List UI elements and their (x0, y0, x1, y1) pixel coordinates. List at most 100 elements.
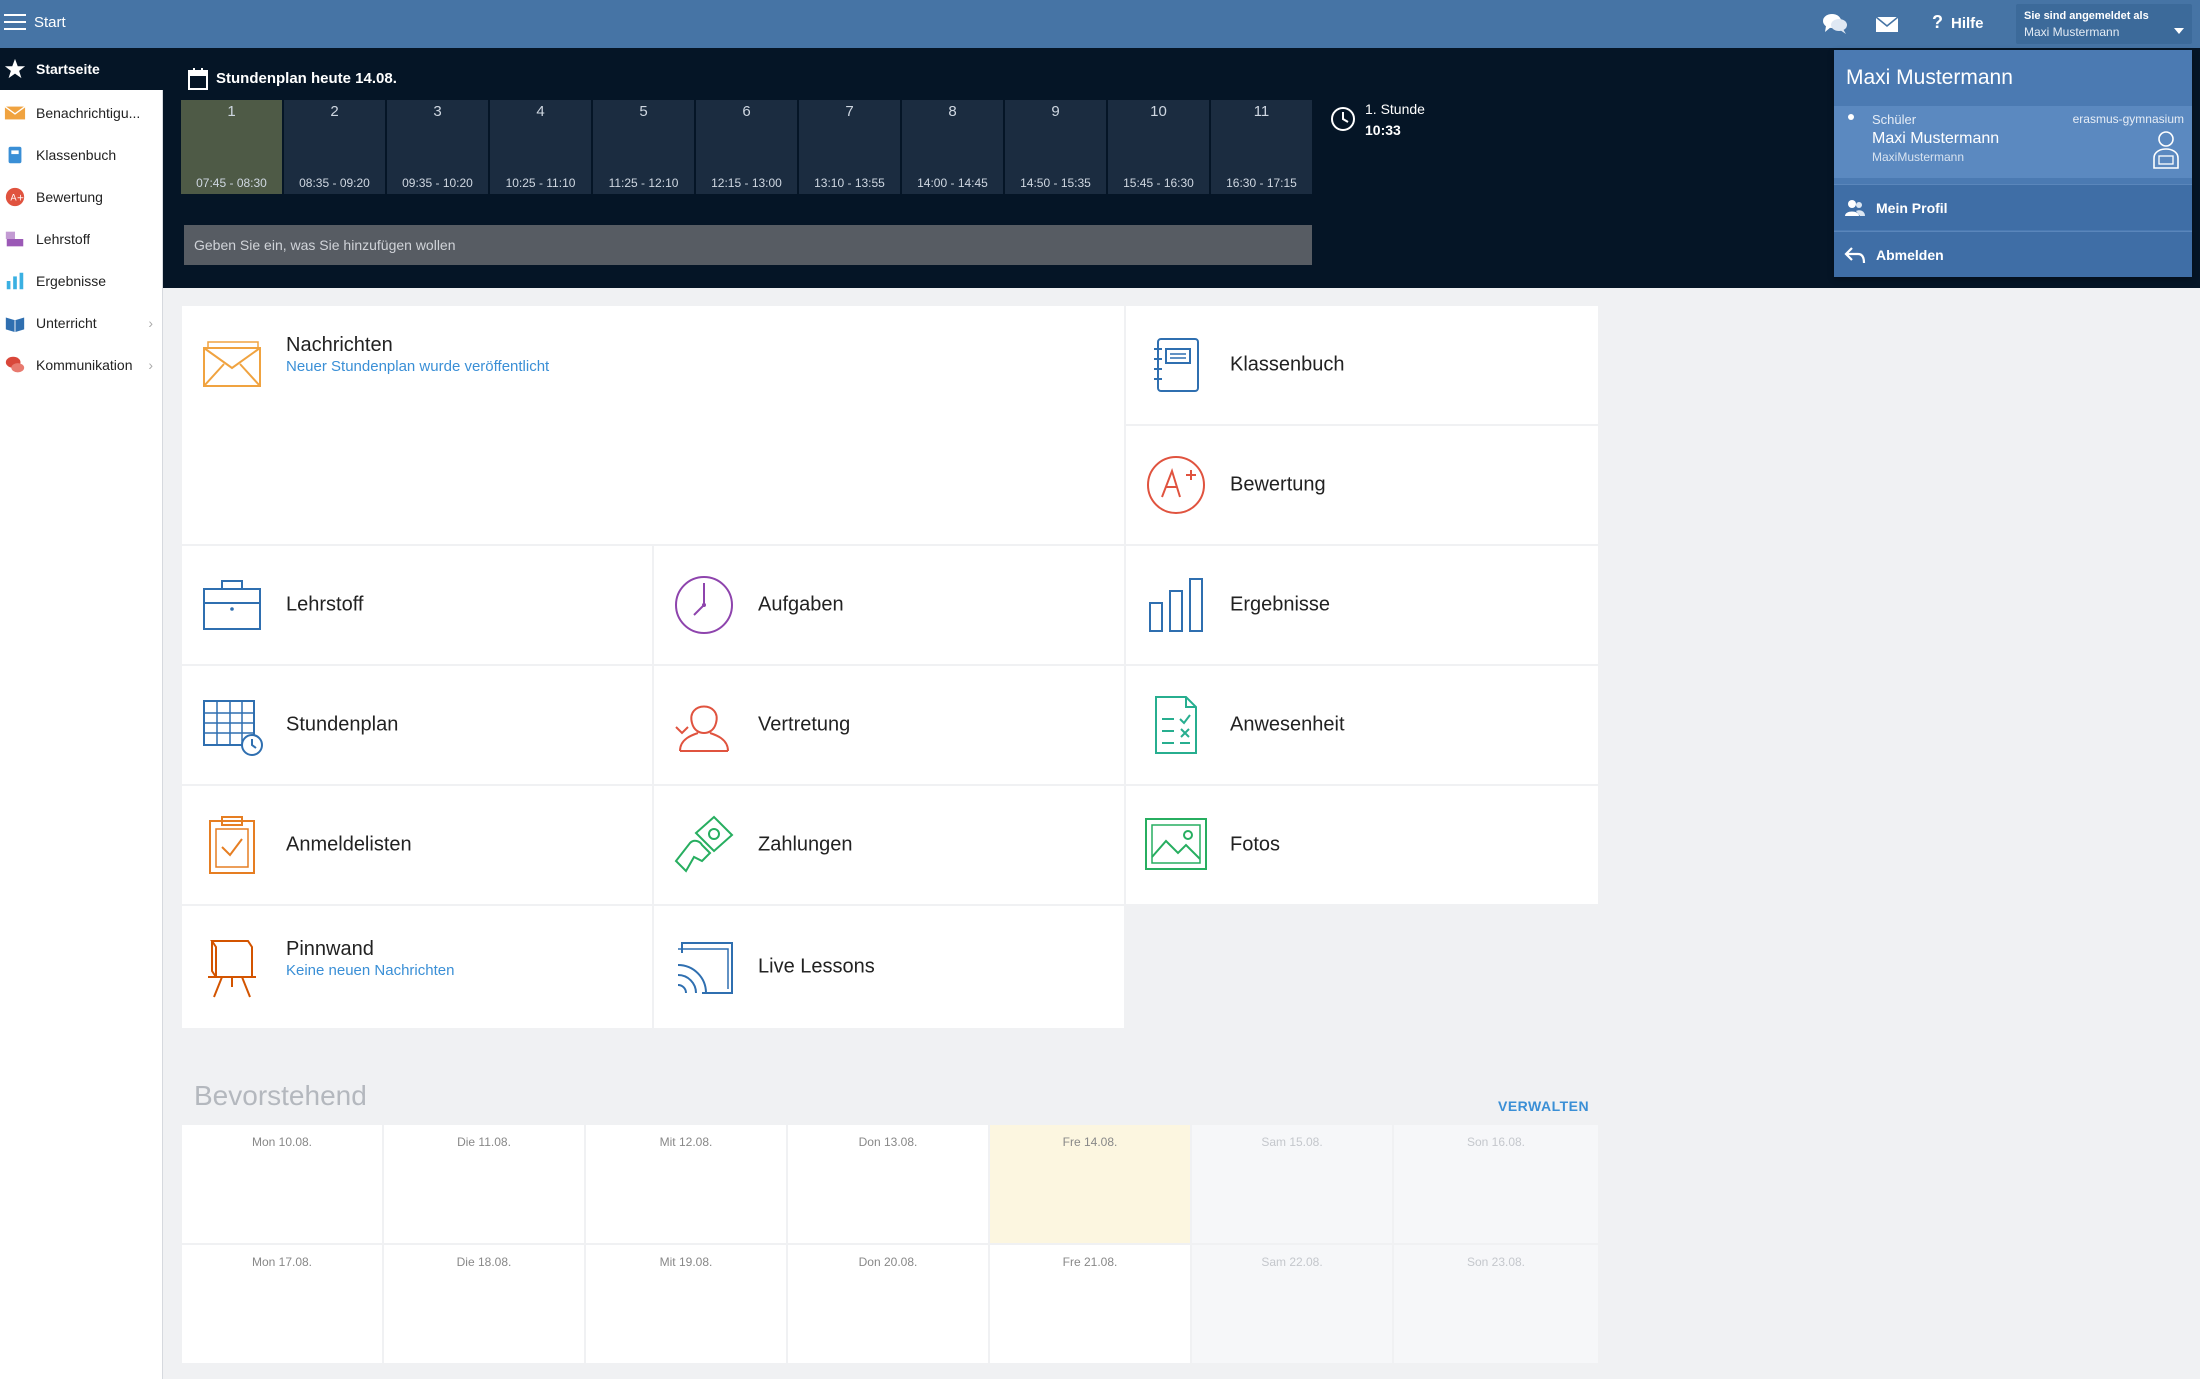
tile-anmeldelisten[interactable]: Anmeldelisten (182, 786, 652, 904)
calendar-icon (188, 68, 208, 90)
account-role: Schüler (1872, 112, 1917, 127)
period-3[interactable]: 3 09:35 - 10:20 (387, 100, 488, 194)
period-number: 7 (845, 103, 854, 120)
sidebar-item-klassenbuch[interactable]: Klassenbuch (0, 134, 163, 176)
sidebar-item-bewertung[interactable]: A+ Bewertung (0, 176, 163, 218)
tile-lehrstoff[interactable]: Lehrstoff (182, 546, 652, 664)
calendar-day[interactable]: Don 13.08. (788, 1125, 988, 1243)
period-7[interactable]: 7 13:10 - 13:55 (799, 100, 900, 194)
tile-klassenbuch[interactable]: Klassenbuch (1126, 306, 1598, 424)
tile-title: Nachrichten (286, 334, 393, 356)
period-time: 10:25 - 11:10 (505, 176, 576, 190)
substitute-person-icon (675, 705, 729, 752)
upcoming-calendar: Mon 10.08. Die 11.08. Mit 12.08. Don 13.… (182, 1125, 1598, 1365)
sidebar-item-unterricht[interactable]: Unterricht › (0, 302, 163, 344)
sidebar-item-label: Klassenbuch (36, 147, 117, 163)
period-time: 13:10 - 13:55 (814, 176, 885, 190)
chat-icon (5, 356, 25, 373)
period-number: 3 (433, 103, 442, 120)
tile-ergebnisse[interactable]: Ergebnisse (1126, 546, 1598, 664)
period-2[interactable]: 2 08:35 - 09:20 (284, 100, 385, 194)
tile-title: Bewertung (1230, 473, 1326, 496)
tile-subtitle: Keine neuen Nachrichten (286, 962, 455, 979)
clipboard-check-icon (209, 816, 255, 874)
period-number: 1 (227, 103, 236, 120)
my-profile-label: Mein Profil (1876, 199, 1948, 216)
period-11[interactable]: 11 16:30 - 17:15 (1211, 100, 1312, 194)
tile-fotos[interactable]: Fotos (1126, 786, 1598, 904)
period-time: 14:50 - 15:35 (1020, 176, 1091, 190)
account-entry[interactable] (1834, 106, 2192, 178)
dashboard-tiles: Nachrichten Neuer Stundenplan wurde verö… (182, 306, 1598, 1028)
sidebar-item-ergebnisse[interactable]: Ergebnisse (0, 260, 163, 302)
tile-vertretung[interactable]: Vertretung (654, 666, 1124, 784)
calendar-day[interactable]: Die 18.08. (384, 1245, 584, 1363)
tile-nachrichten[interactable]: Nachrichten Neuer Stundenplan wurde verö… (182, 306, 1124, 544)
question-icon: ? (1932, 12, 1943, 32)
logout-item[interactable]: Abmelden (1834, 231, 2192, 277)
calendar-day[interactable]: Die 11.08. (384, 1125, 584, 1243)
timetable-heading: Stundenplan heute 14.08. (188, 68, 397, 90)
calendar-day[interactable]: Mit 19.08. (586, 1245, 786, 1363)
calendar-day-weekend[interactable]: Son 16.08. (1394, 1125, 1598, 1243)
period-5[interactable]: 5 11:25 - 12:10 (593, 100, 694, 194)
sidebar-item-startseite[interactable]: Startseite (0, 48, 163, 90)
account-username: MaxiMustermann (1872, 150, 1965, 164)
svg-text:A+: A+ (10, 193, 24, 204)
tile-zahlungen[interactable]: Zahlungen (654, 786, 1124, 904)
calendar-day[interactable]: Fre 21.08. (990, 1245, 1190, 1363)
tile-stundenplan[interactable]: Stundenplan (182, 666, 652, 784)
sidebar-item-label: Unterricht (36, 315, 97, 331)
account-name: Maxi Mustermann (1872, 130, 2000, 147)
sidebar-item-benachrichtigungen[interactable]: Benachrichtigu... (0, 92, 163, 134)
app-title[interactable]: Start (34, 14, 66, 31)
tile-live-lessons[interactable]: Live Lessons (654, 906, 1124, 1028)
calendar-day[interactable]: Mon 17.08. (182, 1245, 382, 1363)
period-time: 11:25 - 12:10 (608, 176, 679, 190)
sidebar-item-label: Ergebnisse (36, 273, 107, 289)
bar-chart-icon (1149, 578, 1203, 632)
sidebar-item-label: Lehrstoff (36, 231, 91, 247)
period-6[interactable]: 6 12:15 - 13:00 (696, 100, 797, 194)
briefcase-icon (203, 580, 261, 630)
period-time: 07:45 - 08:30 (196, 176, 267, 190)
period-1[interactable]: 1 07:45 - 08:30 (181, 100, 282, 194)
user-menu-toggle[interactable]: Sie sind angemeldet als Maxi Mustermann (2016, 4, 2192, 44)
tile-aufgaben[interactable]: Aufgaben (654, 546, 1124, 664)
tile-pinnwand[interactable]: Pinnwand Keine neuen Nachrichten (182, 906, 652, 1028)
calendar-day[interactable]: Mon 10.08. (182, 1125, 382, 1243)
calendar-day[interactable]: Mit 12.08. (586, 1125, 786, 1243)
period-8[interactable]: 8 14:00 - 14:45 (902, 100, 1003, 194)
bar-chart-icon (6, 272, 24, 290)
period-time: 14:00 - 14:45 (917, 176, 988, 190)
manage-link[interactable]: VERWALTEN (1498, 1098, 1590, 1114)
calendar-day-weekend[interactable]: Sam 22.08. (1192, 1245, 1392, 1363)
help-button[interactable]: ? Hilfe (1932, 12, 1984, 33)
sidebar-item-kommunikation[interactable]: Kommunikation › (0, 344, 163, 386)
period-9[interactable]: 9 14:50 - 15:35 (1005, 100, 1106, 194)
star-icon (4, 58, 26, 79)
tile-bewertung[interactable]: Bewertung (1126, 426, 1598, 544)
calendar-day-weekend[interactable]: Sam 15.08. (1192, 1125, 1392, 1243)
period-10[interactable]: 10 15:45 - 16:30 (1108, 100, 1209, 194)
calendar-day-weekend[interactable]: Son 23.08. (1394, 1245, 1598, 1363)
photo-icon (1145, 818, 1207, 870)
users-icon (1845, 199, 1865, 216)
sidebar-item-lehrstoff[interactable]: Lehrstoff (0, 218, 163, 260)
my-profile-item[interactable]: Mein Profil (1834, 184, 2192, 230)
calendar-day-today[interactable]: Fre 14.08. (990, 1125, 1190, 1243)
chevron-right-icon: › (148, 315, 153, 331)
hamburger-menu-icon[interactable] (4, 14, 26, 32)
tile-subtitle: Neuer Stundenplan wurde veröffentlicht (286, 358, 550, 375)
tile-title: Lehrstoff (286, 593, 364, 616)
calendar-day[interactable]: Don 20.08. (788, 1245, 988, 1363)
period-4[interactable]: 4 10:25 - 11:10 (490, 100, 591, 194)
tile-anwesenheit[interactable]: Anwesenheit (1126, 666, 1598, 784)
sidebar: Startseite Benachrichtigu... Klassenbuch… (0, 48, 163, 1379)
period-number: 11 (1253, 103, 1270, 120)
mail-icon[interactable] (1874, 12, 1900, 36)
current-lesson-label: 1. Stunde (1365, 101, 1425, 117)
student-avatar-icon (2153, 131, 2179, 169)
chat-bubbles-icon[interactable] (1822, 12, 1848, 36)
quick-add-input[interactable] (184, 225, 1312, 265)
